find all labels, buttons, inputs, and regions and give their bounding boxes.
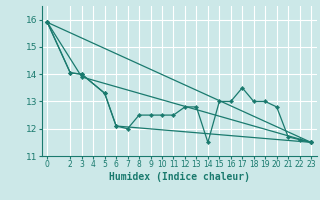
X-axis label: Humidex (Indice chaleur): Humidex (Indice chaleur) [109, 172, 250, 182]
